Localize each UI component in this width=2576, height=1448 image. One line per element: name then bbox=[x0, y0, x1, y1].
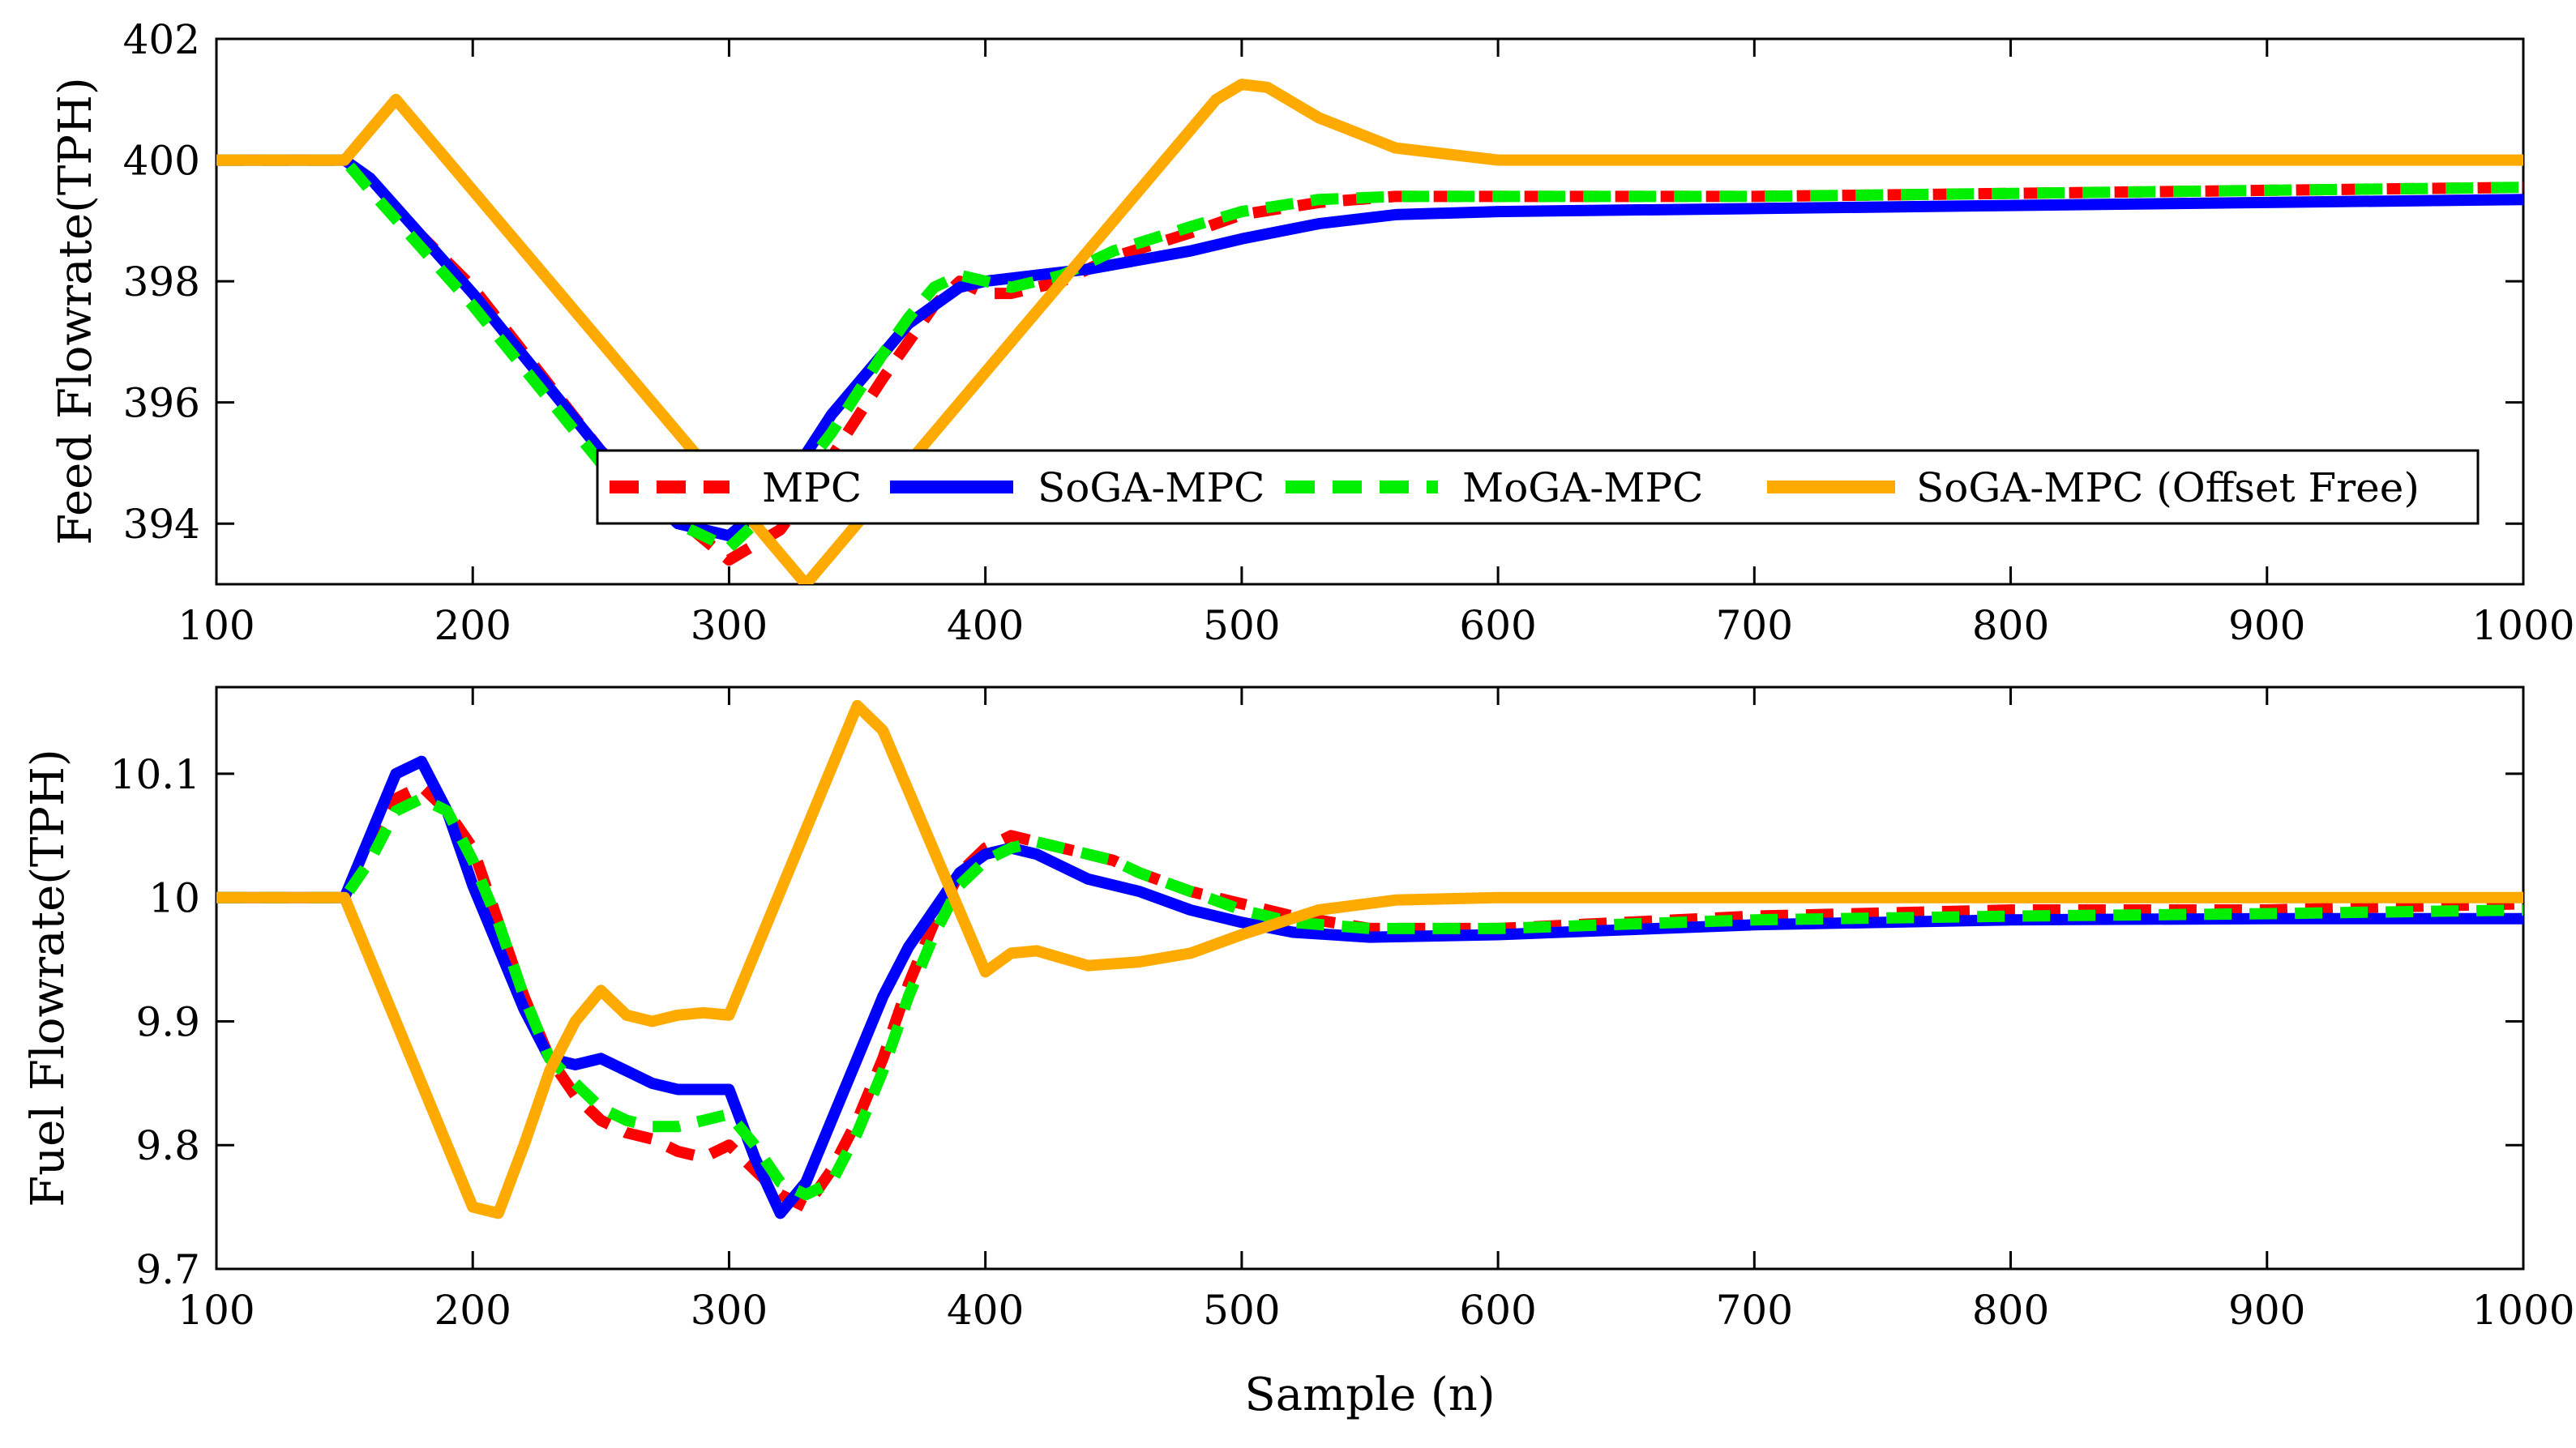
legend: MPC SoGA-MPC MoGA-MPC SoGA-MPC (Offset F… bbox=[596, 449, 2480, 525]
bottom-series-soga-mpc bbox=[216, 755, 2523, 1219]
top-xtick-label: 100 bbox=[178, 602, 255, 649]
top-ytick-label: 398 bbox=[123, 258, 200, 305]
bottom-ytick-label: 10 bbox=[148, 875, 200, 922]
bottom-xtick-label: 100 bbox=[178, 1287, 255, 1334]
bottom-ticks: 100 200 300 400 500 600 700 800 900 1000 9.7 9.8 9.9… bbox=[110, 687, 2575, 1334]
legend-label-moga-mpc: MoGA-MPC bbox=[1462, 464, 1703, 511]
top-xtick-label: 500 bbox=[1203, 602, 1280, 649]
legend-label-soga-offset-free: SoGA-MPC (Offset Free) bbox=[1916, 464, 2420, 511]
bottom-xtick-label: 500 bbox=[1203, 1287, 1280, 1334]
bottom-xtick-label: 400 bbox=[947, 1287, 1024, 1334]
top-xtick-label: 600 bbox=[1459, 602, 1536, 649]
top-xtick-label: 900 bbox=[2228, 602, 2305, 649]
top-xtick-label: 400 bbox=[947, 602, 1024, 649]
top-ytick-label: 402 bbox=[123, 16, 200, 63]
top-xtick-label: 300 bbox=[691, 602, 768, 649]
top-ytick-label: 396 bbox=[123, 380, 200, 427]
bottom-ytick-label: 9.9 bbox=[135, 998, 200, 1045]
bottom-xtick-label: 700 bbox=[1716, 1287, 1793, 1334]
bottom-xtick-label: 200 bbox=[434, 1287, 511, 1334]
bottom-xlabel: Sample (n) bbox=[1244, 1369, 1495, 1421]
top-xtick-label: 1000 bbox=[2471, 602, 2574, 649]
bottom-plot-area bbox=[215, 686, 2525, 1271]
bottom-ytick-label: 9.8 bbox=[135, 1122, 200, 1169]
bottom-ytick-label: 10.1 bbox=[110, 751, 200, 798]
bottom-xtick-label: 1000 bbox=[2471, 1287, 2574, 1334]
bottom-xtick-label: 900 bbox=[2228, 1287, 2305, 1334]
bottom-series-moga-mpc bbox=[216, 792, 2523, 1201]
top-ytick-label: 400 bbox=[123, 138, 200, 185]
legend-label-soga-mpc: SoGA-MPC bbox=[1038, 464, 1264, 511]
top-series-soga-mpc-offset-free bbox=[216, 79, 2523, 584]
bottom-xtick-label: 300 bbox=[691, 1287, 768, 1334]
bottom-series bbox=[216, 699, 2523, 1219]
top-xtick-label: 200 bbox=[434, 602, 511, 649]
bottom-series-soga-mpc-offset-free bbox=[216, 699, 2523, 1219]
bottom-ytick-label: 9.7 bbox=[135, 1246, 200, 1293]
top-ylabel: Feed Flowrate(TPH) bbox=[49, 77, 102, 545]
bottom-ylabel: Fuel Flowrate(TPH) bbox=[22, 749, 75, 1207]
top-xtick-label: 700 bbox=[1716, 602, 1793, 649]
top-panel: 100 200 300 400 500 600 700 800 900 1000 394 396 398… bbox=[49, 16, 2575, 649]
top-ytick-label: 394 bbox=[123, 501, 200, 548]
top-ticks: 100 200 300 400 500 600 700 800 900 1000 394 396 398… bbox=[123, 16, 2575, 649]
top-xtick-label: 800 bbox=[1972, 602, 2049, 649]
bottom-xtick-label: 800 bbox=[1972, 1287, 2049, 1334]
top-series-moga-mpc bbox=[216, 154, 2523, 554]
bottom-xtick-label: 600 bbox=[1459, 1287, 1536, 1334]
bottom-panel: 100 200 300 400 500 600 700 800 900 1000 9.7 9.8 9.9… bbox=[22, 686, 2575, 1421]
legend-label-mpc: MPC bbox=[762, 464, 862, 511]
bottom-series-mpc bbox=[216, 780, 2523, 1213]
